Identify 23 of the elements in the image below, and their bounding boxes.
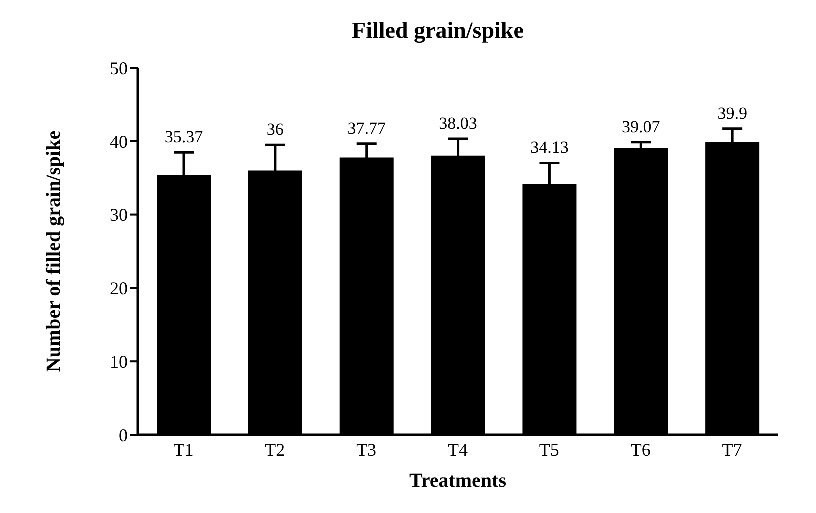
y-tick-label: 50 bbox=[110, 58, 128, 78]
y-tick-label: 10 bbox=[110, 352, 128, 372]
data-label: 39.07 bbox=[622, 117, 661, 136]
data-label: 35.37 bbox=[164, 128, 204, 147]
x-tick-label: T1 bbox=[174, 440, 194, 460]
data-label: 37.77 bbox=[348, 118, 386, 138]
data-label: 39.9 bbox=[718, 104, 748, 123]
x-tick-label: T4 bbox=[448, 440, 468, 460]
y-tick-label: 40 bbox=[110, 132, 128, 152]
x-tick-label: T6 bbox=[630, 440, 651, 460]
y-tick-label: 20 bbox=[110, 278, 128, 299]
y-tick-label: 30 bbox=[110, 205, 128, 226]
x-axis-title: Treatments bbox=[409, 470, 507, 492]
x-tick-label: T2 bbox=[265, 440, 286, 460]
y-axis-title: Number of filled grain/spike bbox=[43, 130, 66, 372]
data-label: 38.03 bbox=[439, 114, 478, 133]
x-tick-label: T3 bbox=[356, 440, 377, 460]
x-tick-label: T5 bbox=[539, 440, 560, 460]
x-tick-label: T7 bbox=[722, 440, 742, 460]
data-label: 36 bbox=[266, 120, 284, 140]
y-tick-label: 0 bbox=[119, 425, 128, 446]
chart-title: Filled grain/spike bbox=[352, 18, 524, 44]
data-label: 34.13 bbox=[530, 138, 569, 158]
